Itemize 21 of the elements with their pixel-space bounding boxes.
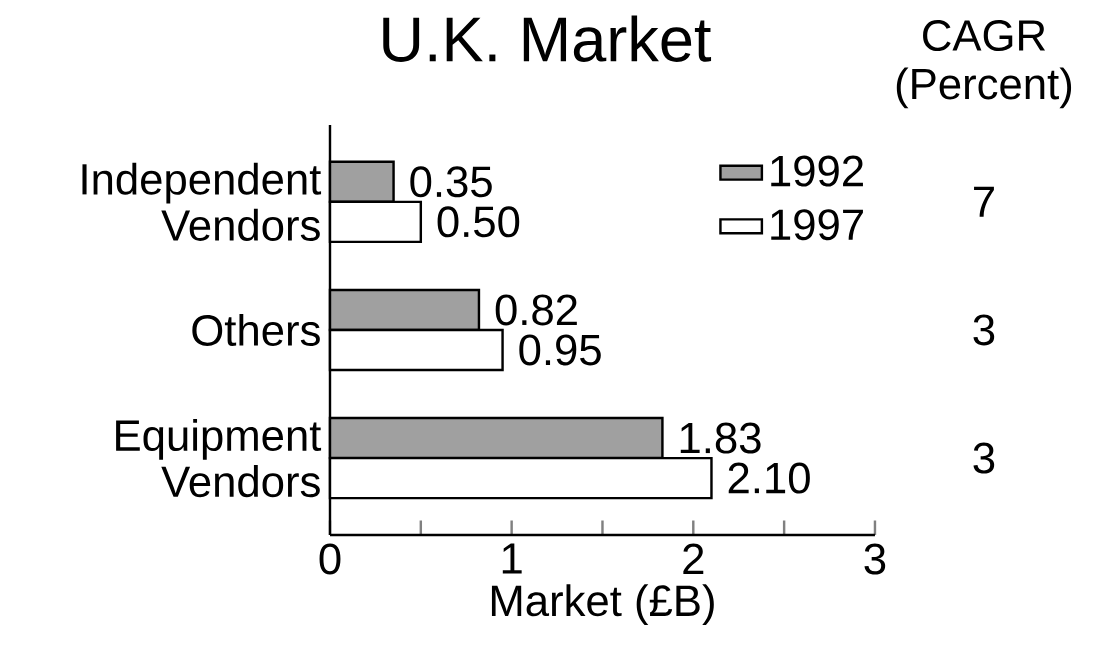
x-tick-label: 0: [319, 543, 341, 575]
y-tick-label: Independent Vendors: [82, 162, 322, 241]
legend-label: 1992: [771, 155, 863, 187]
data-label: 0.95: [519, 334, 601, 366]
data-label: 2.10: [728, 462, 810, 494]
x-tick-label: 2: [683, 543, 704, 575]
x-axis-title: Market (£B): [491, 584, 714, 625]
legend-label: 1997: [771, 209, 863, 241]
x-tick-label: 1: [502, 543, 522, 574]
x-tick-label: 3: [864, 543, 886, 575]
y-tick-label: Equipment Vendors: [116, 418, 322, 498]
data-label: 1.83: [680, 422, 761, 454]
chart-title: U.K. Market: [383, 15, 712, 62]
data-label: 0.50: [437, 206, 520, 238]
text: CAGR (Percent): [896, 20, 1072, 109]
data-label: 0.82: [495, 294, 577, 326]
y-tick-label: Others: [192, 313, 320, 346]
text: 7: [974, 186, 994, 217]
data-label: 0.35: [410, 166, 492, 198]
text: 3: [973, 442, 995, 474]
text: 3: [973, 314, 995, 346]
